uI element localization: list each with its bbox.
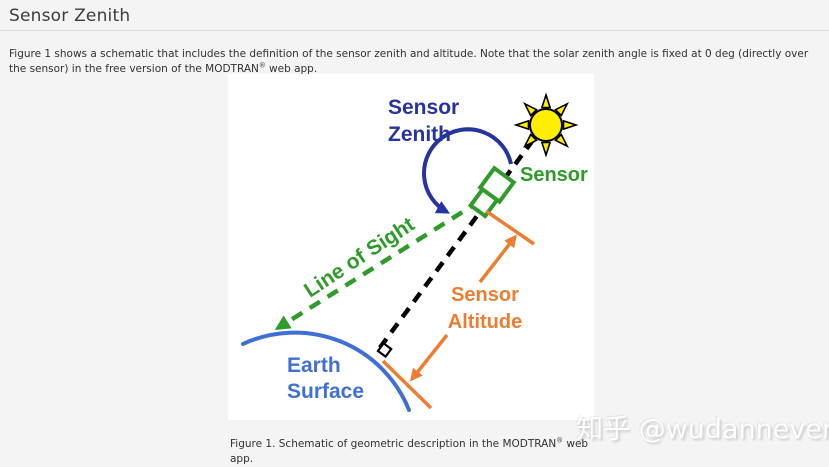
label-sensor-altitude-line1: Sensor <box>451 284 519 306</box>
caption-text-before: Figure 1. Schematic of geometric descrip… <box>230 437 557 450</box>
page-title: Sensor Zenith <box>9 6 131 26</box>
label-sensor-zenith-line2: Zenith <box>388 123 451 146</box>
altitude-tick-upper <box>485 209 535 246</box>
earth-surface-arc <box>241 330 411 412</box>
registered-trademark: ® <box>258 61 266 70</box>
label-sensor: Sensor <box>520 164 588 186</box>
label-sensor-zenith-line1: Sensor <box>388 96 459 119</box>
watermark: 知乎 @wudannever <box>576 414 829 445</box>
right-angle-marker <box>376 341 393 359</box>
label-earth-surface-line2: Surface <box>287 380 364 403</box>
figure-panel: Sensor Zenith Sensor Line of Sight Senso… <box>228 74 594 420</box>
intro-text-before: Figure 1 shows a schematic that includes… <box>9 47 809 75</box>
altitude-arrow-lower <box>410 333 449 382</box>
schematic-diagram: Sensor Zenith Sensor Line of Sight Senso… <box>241 92 588 412</box>
intro-text-after: web app. <box>265 62 318 75</box>
sun-icon <box>513 92 579 158</box>
label-line-of-sight: Line of Sight <box>300 213 419 302</box>
label-sensor-altitude-line2: Altitude <box>448 311 522 333</box>
sensor-icon <box>467 165 517 219</box>
caption-registered-trademark: ® <box>556 436 564 444</box>
label-earth-surface-line1: Earth <box>287 354 341 377</box>
altitude-arrow-upper <box>478 234 517 284</box>
intro-paragraph: Figure 1 shows a schematic that includes… <box>9 47 826 77</box>
zenith-arc <box>422 127 513 214</box>
figure-caption: Figure 1. Schematic of geometric descrip… <box>230 437 610 467</box>
line-of-sight-dashed-line <box>274 199 482 331</box>
altitude-tick-lower <box>381 359 433 410</box>
title-divider <box>0 30 829 31</box>
